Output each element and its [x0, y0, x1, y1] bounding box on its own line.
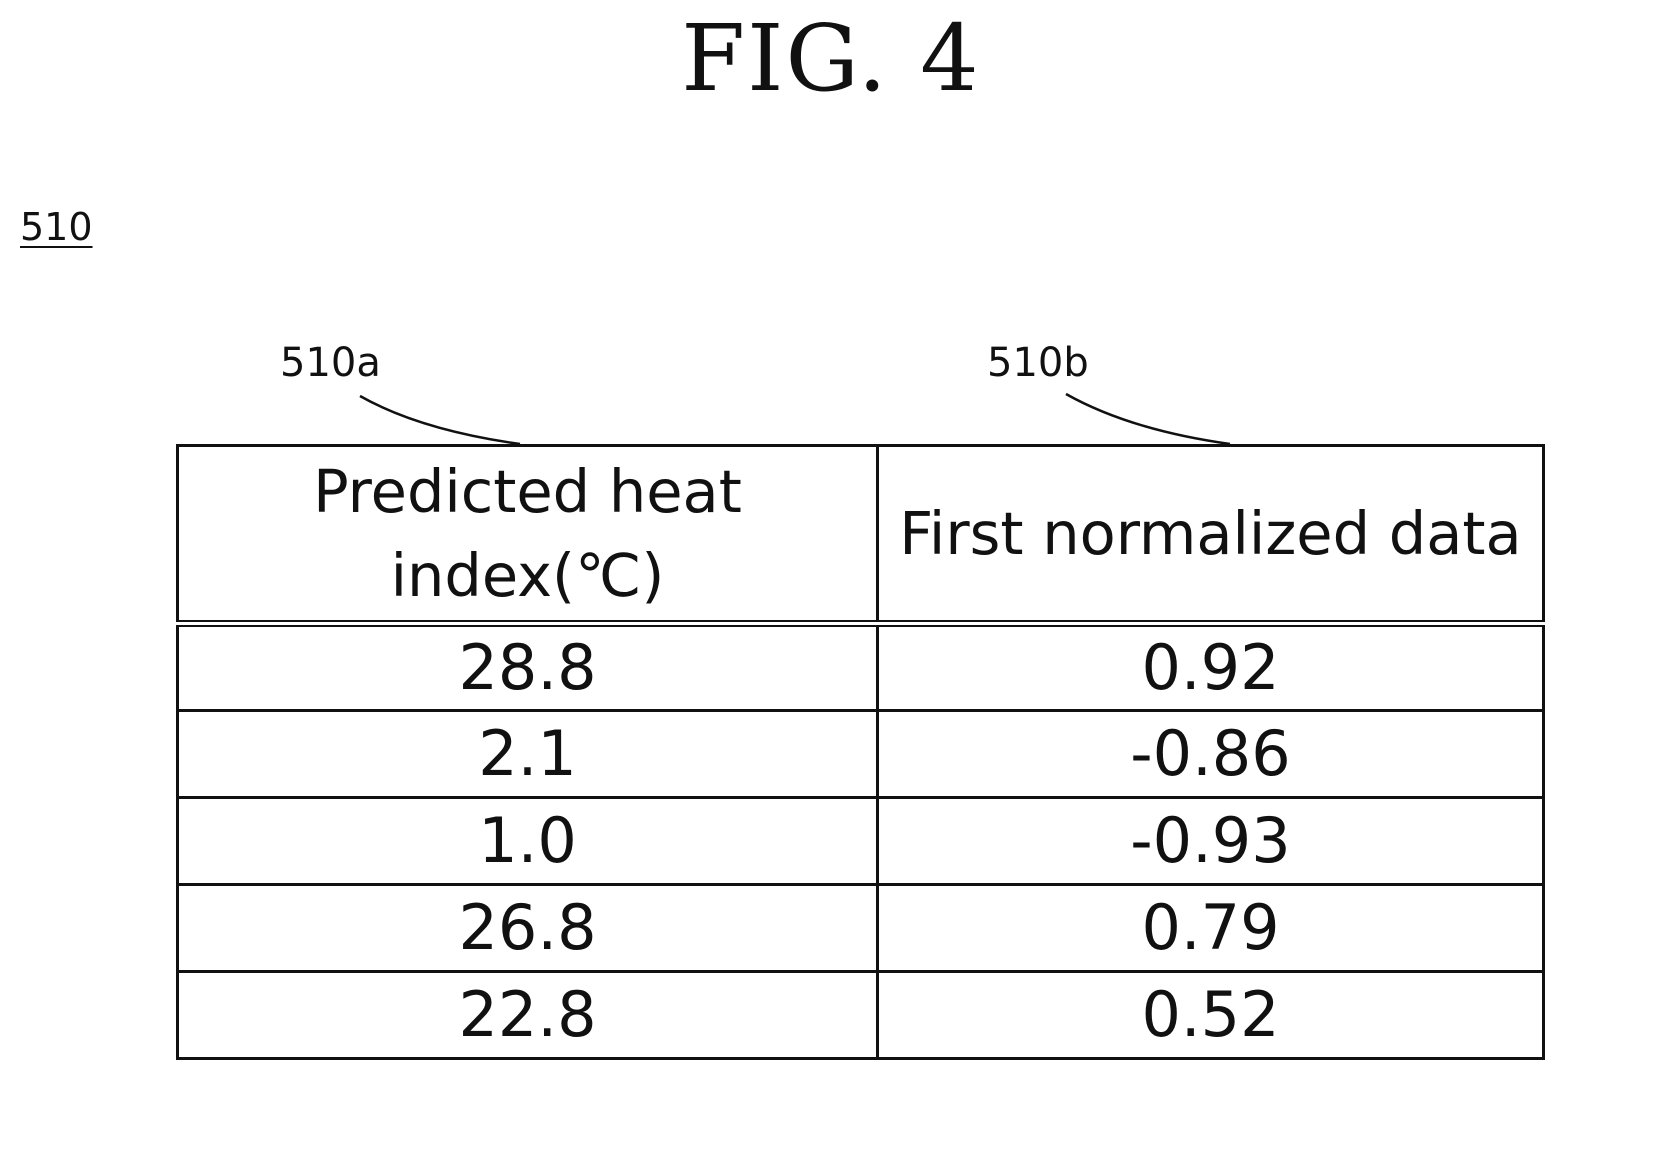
- table-row: 1.0 -0.93: [176, 796, 1545, 886]
- table-cell: 28.8: [176, 622, 879, 712]
- table-cell: -0.93: [876, 796, 1545, 886]
- column-header-heat-index: Predicted heat index(℃): [176, 444, 879, 627]
- table-cell: 0.92: [876, 622, 1545, 712]
- table-cell: 0.52: [876, 970, 1545, 1060]
- table-cell: 2.1: [176, 709, 879, 799]
- data-table: Predicted heat index(℃) First normalized…: [176, 444, 1545, 1060]
- table-cell: 26.8: [176, 883, 879, 973]
- table-row: 28.8 0.92: [176, 622, 1545, 712]
- leader-line-a: [359, 394, 521, 446]
- table-cell: 0.79: [876, 883, 1545, 973]
- table-row: 22.8 0.52: [176, 970, 1545, 1060]
- table-header-row: Predicted heat index(℃) First normalized…: [176, 444, 1545, 627]
- table-row: 26.8 0.79: [176, 883, 1545, 973]
- figure-title: FIG. 4: [681, 5, 981, 112]
- table-cell: 22.8: [176, 970, 879, 1060]
- reference-numeral-column-a: 510a: [280, 340, 381, 386]
- table-row: 2.1 -0.86: [176, 709, 1545, 799]
- table-cell: 1.0: [176, 796, 879, 886]
- leader-line-b: [1065, 392, 1231, 446]
- column-header-normalized-data: First normalized data: [876, 444, 1545, 627]
- reference-numeral-column-b: 510b: [987, 340, 1089, 386]
- table-cell: -0.86: [876, 709, 1545, 799]
- reference-numeral-table: 510: [20, 205, 93, 249]
